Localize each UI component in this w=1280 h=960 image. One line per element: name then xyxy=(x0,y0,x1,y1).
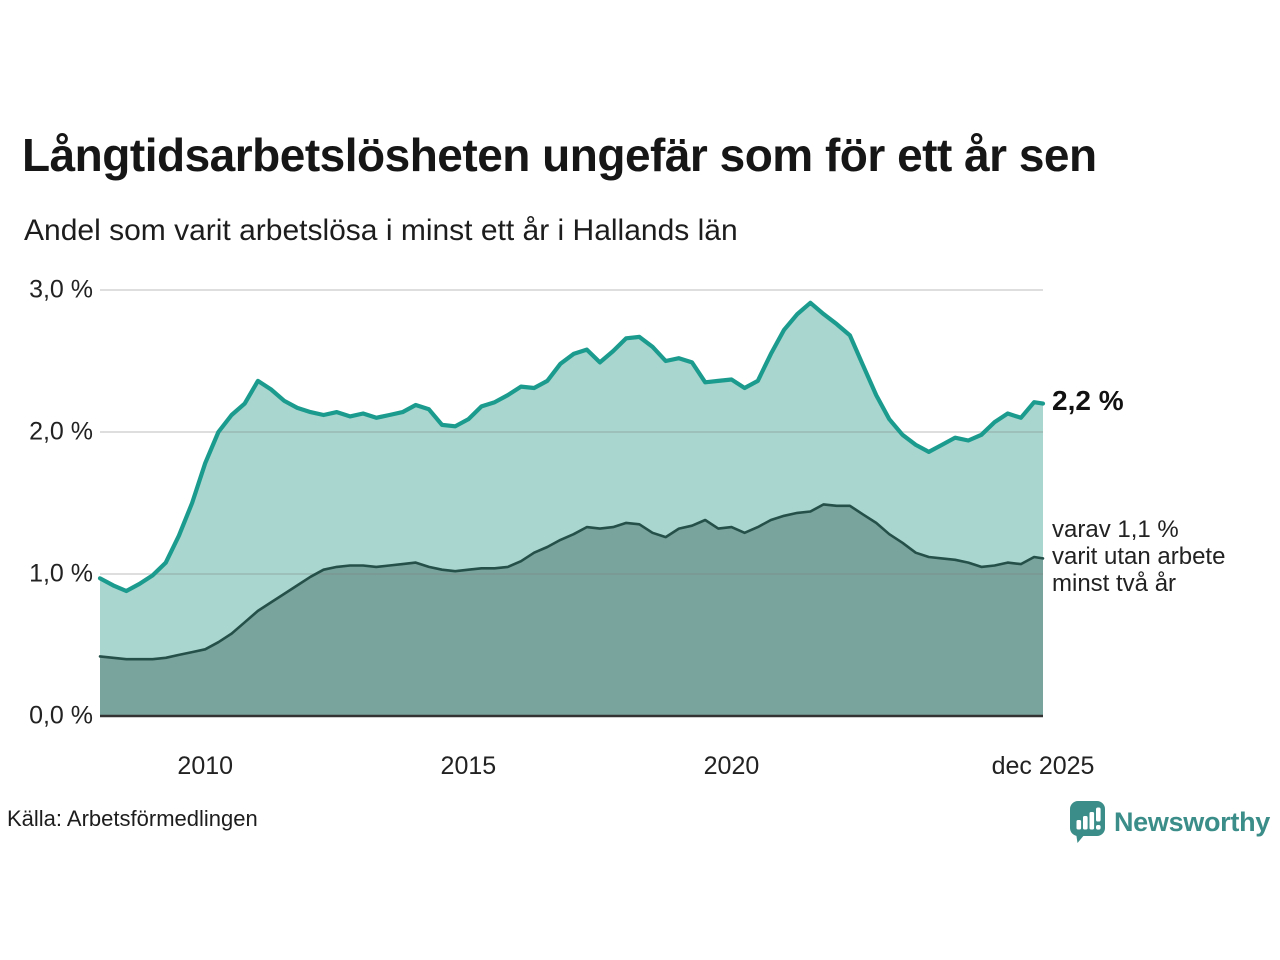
y-axis-tick-label: 0,0 % xyxy=(29,701,93,730)
x-axis-tick-label: 2010 xyxy=(177,752,234,780)
page-title: Långtidsarbetslösheten ungefär som för e… xyxy=(22,129,1097,181)
secondary-value-label: varav 1,1 % varit utan arbete minst två … xyxy=(1052,516,1226,597)
y-axis-tick-label: 1,0 % xyxy=(29,559,93,588)
area-chart xyxy=(97,289,1046,718)
newsworthy-logo-text: Newsworthy xyxy=(1113,806,1270,837)
y-axis-tick-label: 3,0 % xyxy=(29,275,93,304)
x-axis-tick-label: dec 2025 xyxy=(991,752,1095,780)
y-axis-tick-label: 2,0 % xyxy=(29,417,93,446)
source-credit: Källa: Arbetsförmedlingen xyxy=(7,806,258,831)
latest-value-label: 2,2 % xyxy=(1052,385,1124,416)
x-axis-tick-label: 2020 xyxy=(703,752,760,780)
chart-subtitle: Andel som varit arbetslösa i minst ett å… xyxy=(24,214,738,247)
newsworthy-logo-icon xyxy=(1069,801,1105,843)
x-axis-tick-label: 2015 xyxy=(440,752,497,780)
newsworthy-logo: Newsworthy xyxy=(1069,800,1270,844)
line-two-years xyxy=(98,503,1045,661)
line-total-one-year xyxy=(97,300,1046,594)
area-two-years xyxy=(100,504,1043,716)
